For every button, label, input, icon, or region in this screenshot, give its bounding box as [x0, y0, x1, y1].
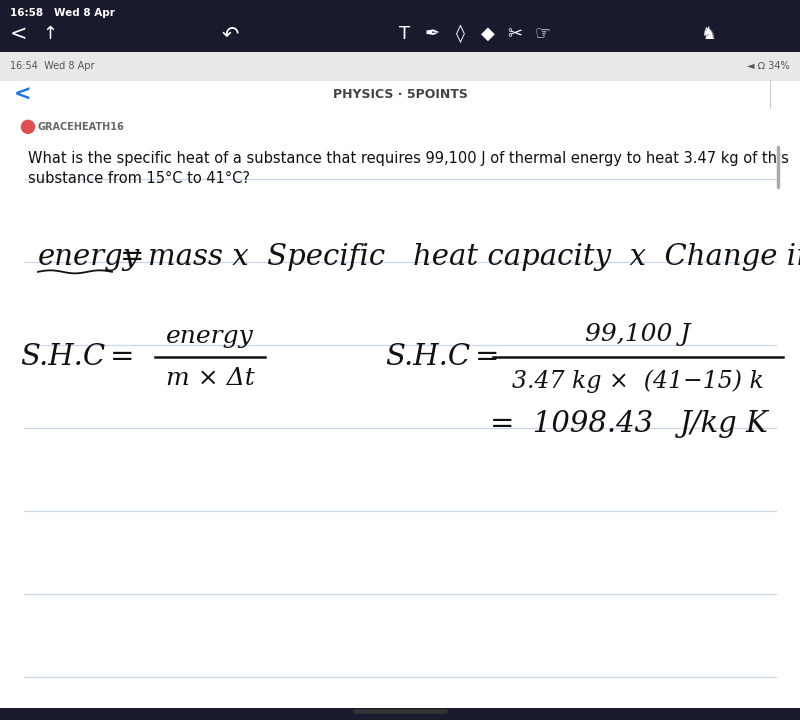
Text: energy: energy	[38, 243, 140, 271]
Text: m × Δt: m × Δt	[166, 367, 254, 390]
Text: =: =	[120, 243, 145, 271]
Text: ◊: ◊	[455, 24, 465, 43]
Text: What is the specific heat of a substance that requires 99,100 J of thermal energ: What is the specific heat of a substance…	[28, 150, 789, 166]
Text: 16:58   Wed 8 Apr: 16:58 Wed 8 Apr	[10, 8, 115, 18]
Text: <: <	[10, 24, 26, 44]
Text: energy: energy	[166, 325, 254, 348]
Text: PHYSICS · 5POINTS: PHYSICS · 5POINTS	[333, 88, 467, 101]
Text: 16:54  Wed 8 Apr: 16:54 Wed 8 Apr	[10, 60, 94, 71]
Text: GRACEHEATH16: GRACEHEATH16	[38, 122, 125, 132]
Text: 3.47 kg ×  (41−15) k: 3.47 kg × (41−15) k	[512, 369, 764, 392]
FancyBboxPatch shape	[0, 52, 800, 80]
FancyBboxPatch shape	[0, 80, 800, 109]
Circle shape	[22, 120, 34, 133]
FancyBboxPatch shape	[0, 109, 800, 708]
Text: ♞: ♞	[700, 25, 716, 43]
Text: ◄ Ω 34%: ◄ Ω 34%	[747, 60, 790, 71]
Text: ↑: ↑	[42, 25, 58, 43]
Text: J/kg K: J/kg K	[680, 410, 769, 438]
Text: =: =	[110, 343, 134, 371]
Text: T: T	[399, 25, 410, 43]
Text: ◆: ◆	[481, 25, 495, 43]
Text: ✒: ✒	[425, 25, 439, 43]
Text: =: =	[475, 343, 499, 371]
Text: ↶: ↶	[222, 24, 238, 44]
Text: S.H.C: S.H.C	[385, 343, 470, 371]
Text: ☞: ☞	[535, 25, 551, 43]
Text: 99,100 J: 99,100 J	[586, 323, 690, 346]
Text: substance from 15°C to 41°C?: substance from 15°C to 41°C?	[28, 171, 250, 186]
Text: =  1098.43: = 1098.43	[490, 410, 653, 438]
Text: S.H.C: S.H.C	[20, 343, 105, 371]
Text: ✂: ✂	[507, 25, 522, 43]
Text: mass x  Specific   heat capacity  x  Change in  temp: mass x Specific heat capacity x Change i…	[148, 243, 800, 271]
Text: <: <	[14, 84, 30, 104]
